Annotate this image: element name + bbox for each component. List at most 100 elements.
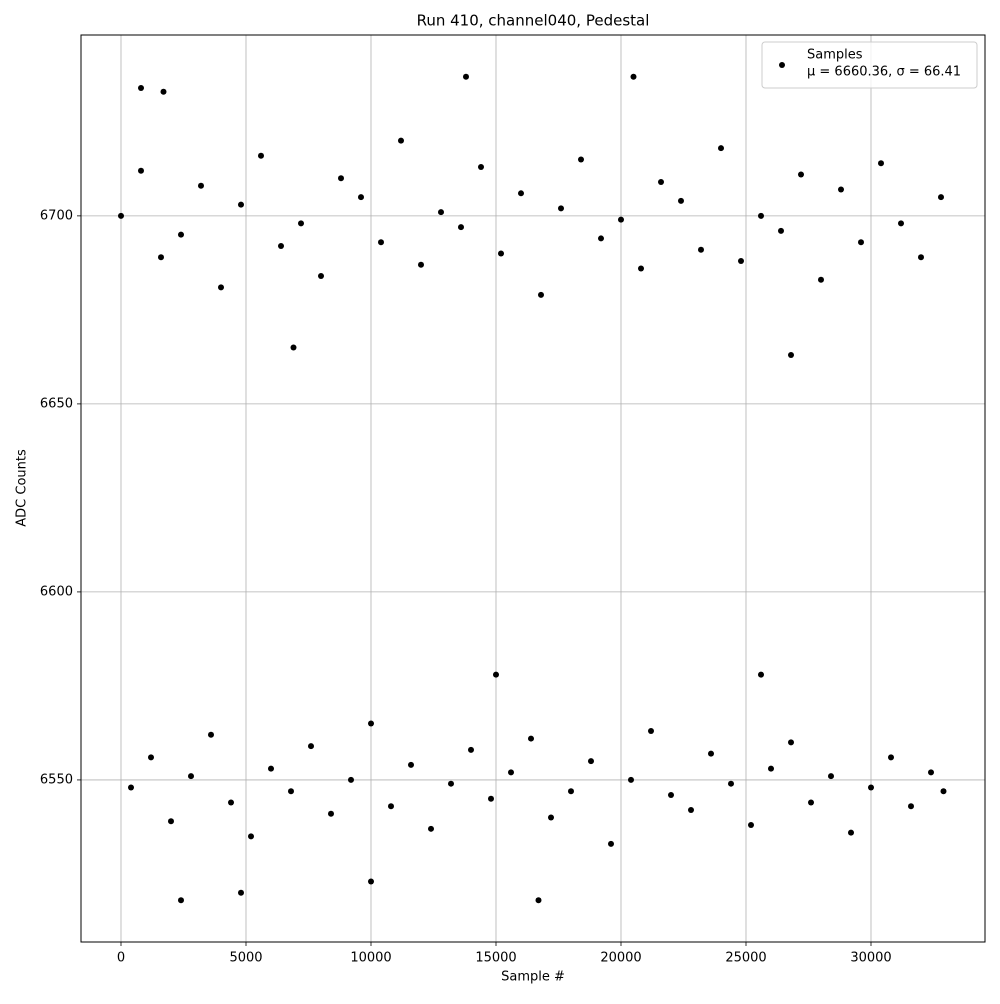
data-point (548, 814, 554, 821)
data-point (940, 788, 947, 795)
data-point (848, 829, 854, 836)
data-point (578, 156, 584, 163)
data-point (358, 194, 364, 201)
data-point (408, 761, 414, 768)
x-tick-label: 10000 (350, 951, 391, 966)
x-tick-label: 5000 (229, 951, 262, 966)
x-tick-label: 25000 (725, 951, 766, 966)
legend-box (761, 41, 978, 89)
data-point (535, 897, 542, 904)
y-axis-label: ADC Counts (15, 449, 30, 527)
data-point (128, 784, 134, 791)
data-point (508, 769, 514, 776)
legend-label: Samples (807, 48, 863, 63)
x-tick-label: 30000 (850, 951, 891, 966)
data-point (438, 209, 444, 216)
data-point (288, 788, 294, 795)
data-point (828, 773, 834, 780)
data-point (808, 799, 814, 806)
data-point (448, 780, 454, 787)
data-point (138, 85, 144, 92)
data-point (338, 175, 344, 182)
data-point (778, 227, 784, 234)
data-point (858, 239, 864, 246)
data-point (478, 163, 484, 170)
data-point (928, 769, 934, 776)
data-point (463, 73, 469, 80)
data-point (148, 754, 154, 761)
data-point (178, 897, 184, 904)
data-point (160, 88, 167, 95)
y-tick-label: 6650 (40, 396, 73, 411)
data-point (728, 780, 734, 787)
data-point (258, 152, 264, 159)
data-point (638, 265, 644, 272)
plot-frame (80, 34, 986, 943)
data-point (418, 261, 424, 268)
data-point (308, 743, 314, 750)
data-point (630, 73, 637, 80)
legend-detail: μ = 6660.36, σ = 66.41 (807, 65, 961, 80)
data-point (318, 273, 324, 280)
data-point (228, 799, 234, 806)
data-point (788, 352, 794, 359)
data-point (388, 803, 394, 810)
data-point (458, 224, 464, 231)
x-axis-label: Sample # (501, 970, 565, 985)
data-point (468, 746, 474, 753)
y-tick-label: 6700 (40, 208, 73, 223)
data-point (208, 731, 214, 738)
data-point (218, 284, 224, 291)
data-point (798, 171, 804, 178)
data-point (118, 212, 124, 219)
data-point (428, 825, 434, 832)
data-point (398, 137, 404, 144)
data-point (748, 822, 754, 829)
data-point (568, 788, 574, 795)
data-point (538, 291, 544, 298)
data-point (158, 254, 164, 261)
data-point (178, 231, 184, 238)
data-point (628, 776, 634, 783)
data-point (918, 254, 924, 261)
data-point (738, 257, 744, 264)
legend-marker (779, 62, 785, 68)
data-point (290, 344, 297, 351)
data-point (878, 160, 884, 167)
data-point (818, 276, 824, 283)
data-point (768, 765, 774, 772)
data-point (898, 220, 904, 227)
data-point (838, 186, 844, 193)
data-point (598, 235, 604, 242)
data-point (698, 246, 704, 253)
data-point (888, 754, 894, 761)
data-point (198, 182, 204, 189)
data-point (758, 671, 764, 678)
data-point (528, 735, 534, 742)
data-point (278, 242, 284, 249)
data-point (328, 810, 334, 817)
data-point (368, 720, 374, 727)
data-point (608, 840, 614, 847)
data-point (348, 776, 354, 783)
y-tick-label: 6600 (40, 584, 73, 599)
data-point (248, 833, 254, 840)
data-point (758, 212, 764, 219)
data-point (238, 889, 244, 896)
data-point (498, 250, 504, 257)
x-tick-label: 0 (117, 951, 125, 966)
data-point (868, 784, 874, 791)
data-point (268, 765, 274, 772)
data-point (648, 728, 654, 735)
data-point (788, 739, 794, 746)
x-tick-label: 15000 (475, 951, 516, 966)
data-point (718, 145, 724, 152)
data-point (368, 878, 374, 885)
data-point (938, 194, 944, 201)
data-point (908, 803, 914, 810)
data-point (688, 807, 694, 814)
data-point (658, 179, 664, 186)
data-point (188, 773, 194, 780)
data-point (708, 750, 714, 757)
